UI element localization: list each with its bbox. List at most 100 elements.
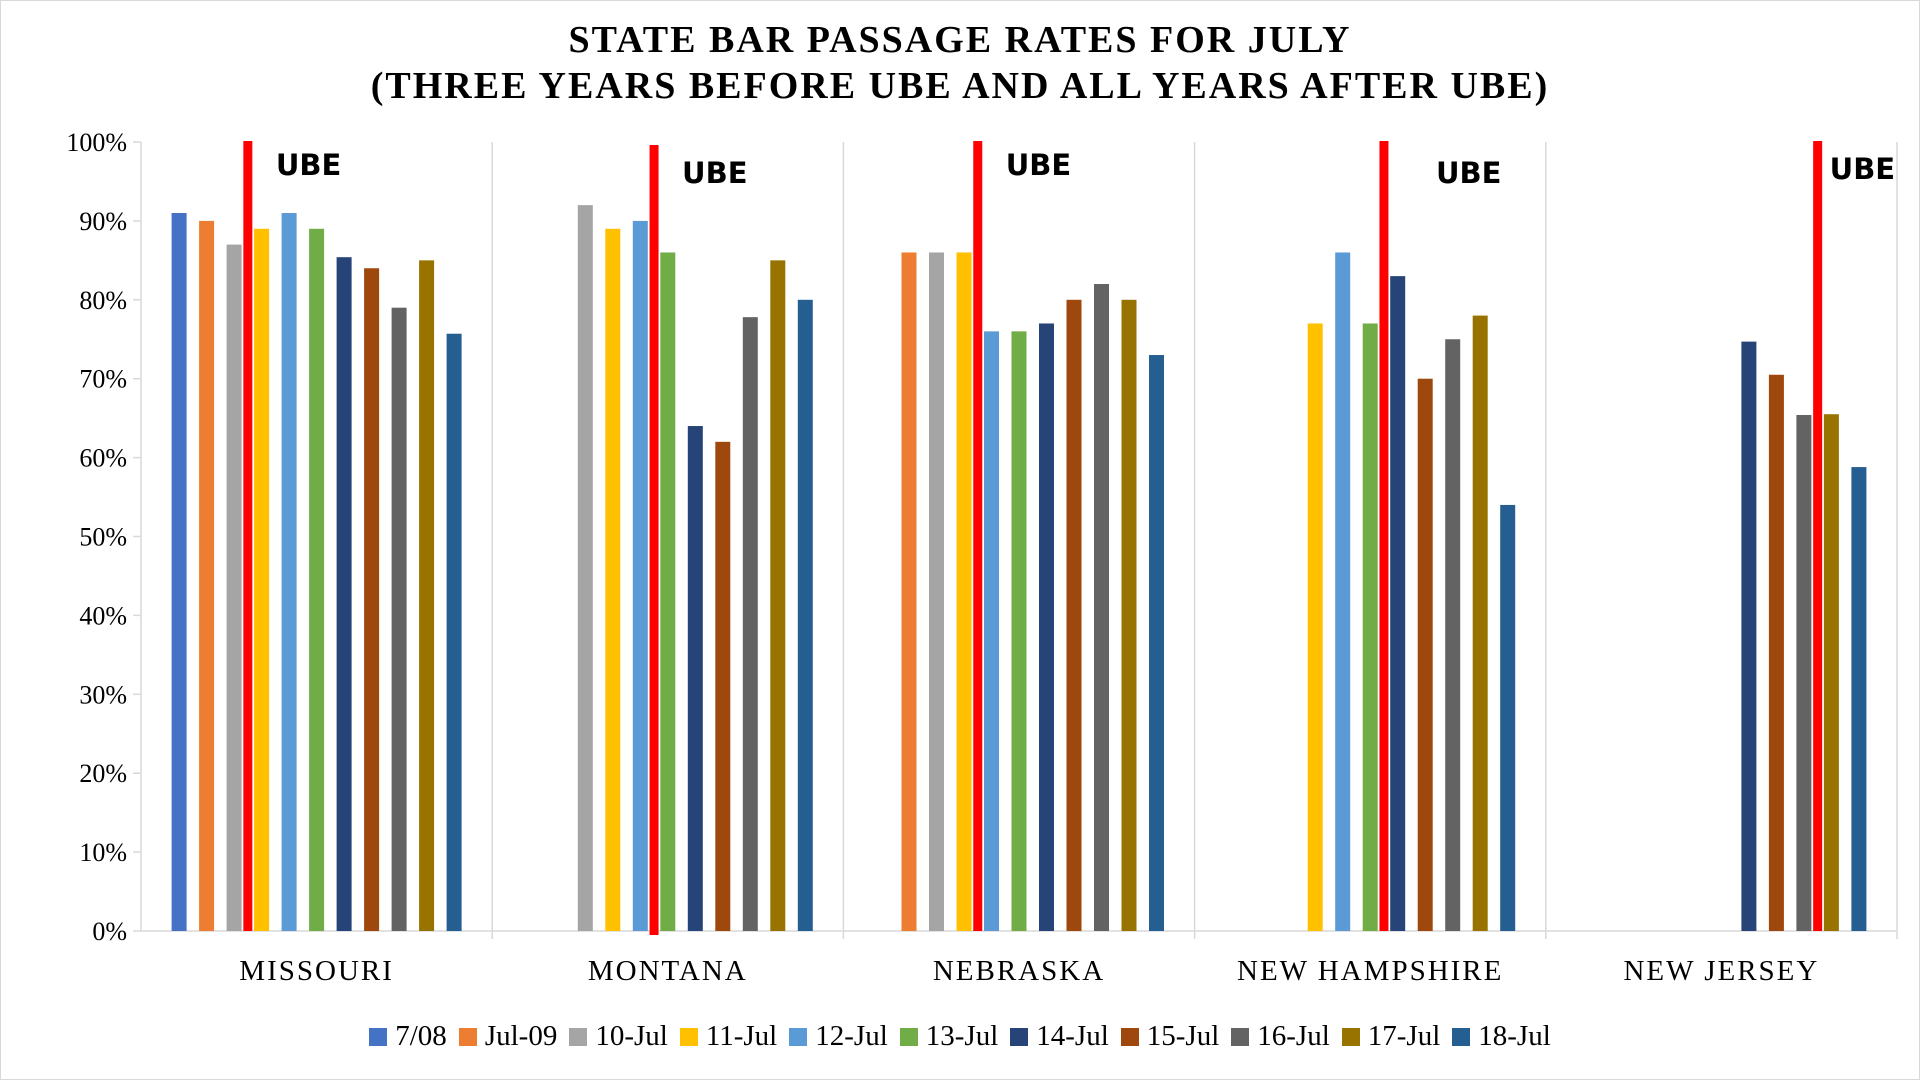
legend-item: 13-Jul bbox=[899, 1020, 999, 1053]
bar-missouri-10-jul bbox=[226, 244, 242, 931]
bar-nebraska-17-jul bbox=[1121, 299, 1137, 931]
x-category-label: NEBRASKA bbox=[933, 955, 1105, 987]
chart-title: STATE BAR PASSAGE RATES FOR JULY bbox=[568, 19, 1352, 61]
legend-swatch bbox=[1452, 1027, 1471, 1046]
legend-label: 14-Jul bbox=[1036, 1020, 1109, 1052]
y-tick-label: 10% bbox=[79, 838, 127, 867]
bar-montana-13-jul bbox=[660, 252, 676, 931]
legend-item: 7/08 bbox=[369, 1020, 447, 1053]
ube-marker-line bbox=[243, 141, 253, 931]
legend-item: 15-Jul bbox=[1120, 1020, 1220, 1053]
bars-layer bbox=[171, 205, 1867, 932]
bar-nebraska-16-jul bbox=[1094, 284, 1109, 931]
y-tick-label: 40% bbox=[79, 601, 127, 630]
bar-montana-10-jul bbox=[577, 205, 593, 931]
legend-item: 14-Jul bbox=[1010, 1020, 1109, 1053]
legend-swatch bbox=[899, 1027, 918, 1046]
y-tick-label: 100% bbox=[66, 128, 127, 157]
legend-item: 18-Jul bbox=[1452, 1020, 1551, 1053]
bar-missouri-11-jul bbox=[254, 228, 270, 932]
y-tick-label: 80% bbox=[79, 286, 127, 315]
y-tick-label: 50% bbox=[79, 523, 127, 552]
bar-new-hampshire-14-jul bbox=[1390, 276, 1406, 931]
legend-swatch bbox=[679, 1027, 698, 1046]
axis-layer bbox=[133, 141, 1898, 939]
bar-montana-11-jul bbox=[605, 228, 621, 932]
legend-swatch bbox=[369, 1027, 388, 1046]
legend-label: 18-Jul bbox=[1478, 1020, 1551, 1052]
y-tick-label: 90% bbox=[79, 207, 127, 236]
bar-missouri-15-jul bbox=[364, 268, 380, 931]
legend-label: 13-Jul bbox=[925, 1020, 999, 1052]
legend-item: 16-Jul bbox=[1231, 1020, 1330, 1053]
legend-item: Jul-09 bbox=[458, 1020, 558, 1053]
legend-swatch bbox=[789, 1027, 808, 1046]
y-tick-label: 30% bbox=[79, 680, 127, 709]
bar-montana-15-jul bbox=[715, 441, 731, 931]
bar-new-jersey-15-jul bbox=[1768, 374, 1784, 931]
bar-missouri-jul-09 bbox=[199, 220, 215, 931]
ube-annotations-layer: UBE UBE UBE UBE UBE bbox=[243, 141, 1895, 935]
bar-montana-17-jul bbox=[770, 260, 786, 932]
legend-swatch bbox=[1120, 1027, 1139, 1046]
bar-new-hampshire-12-jul bbox=[1335, 252, 1351, 931]
legend-label: 16-Jul bbox=[1257, 1020, 1330, 1052]
legend-item: 10-Jul bbox=[569, 1020, 668, 1053]
ube-marker-line bbox=[1379, 141, 1389, 931]
legend-swatch bbox=[569, 1027, 588, 1046]
ube-label: UBE bbox=[1830, 152, 1895, 186]
ube-label: UBE bbox=[1436, 156, 1501, 190]
legend-label: 10-Jul bbox=[595, 1020, 668, 1052]
legend-item: 12-Jul bbox=[789, 1020, 888, 1053]
ube-label: UBE bbox=[276, 148, 341, 182]
legend-swatch bbox=[458, 1027, 477, 1046]
bar-nebraska-18-jul bbox=[1149, 355, 1164, 931]
bar-missouri-14-jul bbox=[336, 257, 352, 932]
ube-marker-line bbox=[649, 145, 659, 935]
chart-legend: 7/08 Jul-09 10-Jul 11-Jul 12-Jul 13-Jul 14-Jul… bbox=[0, 1020, 1920, 1053]
bar-missouri-13-jul bbox=[309, 228, 325, 932]
ube-label: UBE bbox=[682, 156, 747, 190]
bar-new-hampshire-11-jul bbox=[1307, 323, 1323, 932]
legend-label: 15-Jul bbox=[1146, 1020, 1220, 1052]
bar-missouri-12-jul bbox=[281, 213, 297, 931]
bar-nebraska-13-jul bbox=[1011, 331, 1027, 931]
ube-label: UBE bbox=[1006, 148, 1071, 182]
bar-new-hampshire-18-jul bbox=[1500, 504, 1516, 931]
bar-nebraska-15-jul bbox=[1066, 299, 1082, 931]
bar-new-jersey-14-jul bbox=[1741, 341, 1757, 931]
bar-montana-16-jul bbox=[742, 317, 758, 932]
bar-montana-14-jul bbox=[687, 426, 703, 931]
legend-label: 7/08 bbox=[395, 1020, 447, 1052]
bar-nebraska-jul-09 bbox=[901, 252, 917, 931]
bar-new-hampshire-17-jul bbox=[1472, 315, 1488, 932]
bar-nebraska-10-jul bbox=[929, 252, 944, 931]
bar-new-jersey-16-jul bbox=[1796, 414, 1812, 931]
bar-montana-18-jul bbox=[797, 299, 813, 931]
labels-layer: 0% 10% 20% 30% 40% 50% 60% 70% 80% 90% 100% MISSOUR… bbox=[66, 128, 1817, 987]
bar-missouri-18-jul bbox=[446, 333, 462, 931]
bar-new-jersey-18-jul bbox=[1851, 467, 1867, 931]
x-category-label: NEW HAMPSHIRE bbox=[1237, 955, 1503, 987]
bar-nebraska-14-jul bbox=[1039, 323, 1054, 932]
legend-label: 11-Jul bbox=[705, 1020, 778, 1052]
x-category-label: MONTANA bbox=[588, 955, 748, 987]
ube-marker-line bbox=[1813, 141, 1823, 931]
chart-subtitle: (THREE YEARS BEFORE UBE AND ALL YEARS AF… bbox=[370, 65, 1550, 107]
ube-marker-line bbox=[973, 141, 983, 931]
bar-new-hampshire-13-jul bbox=[1362, 323, 1378, 932]
legend-label: Jul-09 bbox=[484, 1020, 558, 1052]
legend-swatch bbox=[1231, 1027, 1250, 1046]
legend-item: 11-Jul bbox=[679, 1020, 778, 1053]
legend-swatch bbox=[1341, 1027, 1360, 1046]
bar-new-hampshire-15-jul bbox=[1417, 378, 1433, 931]
y-tick-label: 20% bbox=[79, 759, 127, 788]
legend-label: 12-Jul bbox=[815, 1020, 888, 1052]
bar-new-hampshire-16-jul bbox=[1445, 339, 1461, 931]
bar-montana-12-jul bbox=[632, 220, 648, 931]
y-tick-label: 70% bbox=[79, 365, 127, 394]
bar-nebraska-12-jul bbox=[984, 331, 999, 931]
legend-item: 17-Jul bbox=[1341, 1020, 1440, 1053]
legend-swatch bbox=[1010, 1027, 1029, 1046]
